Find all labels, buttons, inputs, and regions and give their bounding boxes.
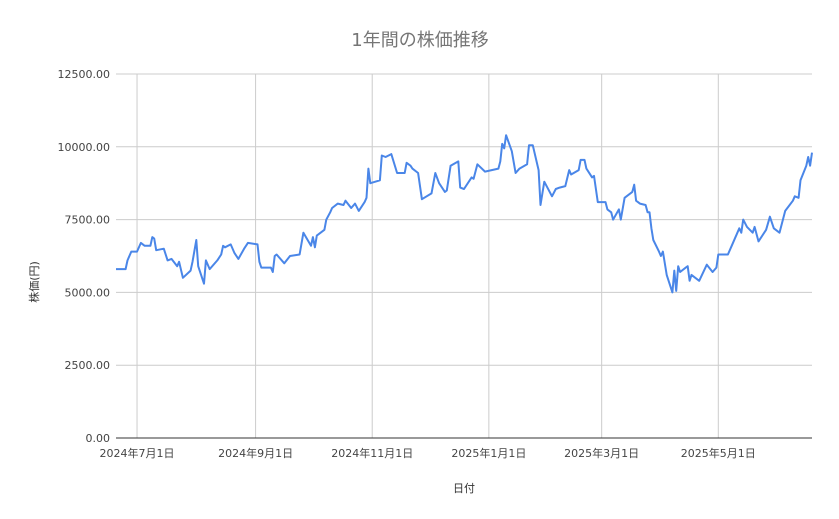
y-axis-ticks: 0.00 2500.00 5000.00 7500.00 10000.00 12500.0… (58, 68, 111, 445)
gridlines (116, 73, 812, 438)
series-line (116, 134, 813, 294)
x-tick-label: 2024年7月1日 (100, 446, 175, 460)
y-tick-label: 7500.00 (65, 214, 111, 227)
x-axis-label: 日付 (453, 482, 475, 495)
x-tick-label: 2025年3月1日 (564, 446, 639, 460)
chart-title: 1年間の株価推移 (351, 30, 488, 51)
y-tick-label: 2500.00 (65, 359, 111, 372)
x-axis-ticks: 2024年7月1日 2024年9月1日 2024年11月1日 2025年1月1日 202… (100, 446, 756, 460)
y-tick-label: 10000.00 (58, 141, 111, 154)
y-tick-label: 5000.00 (65, 286, 111, 299)
x-tick-label: 2025年1月1日 (451, 446, 526, 460)
y-axis-label: 株価(円) (27, 261, 41, 303)
x-tick-label: 2025年5月1日 (681, 446, 756, 460)
x-tick-label: 2024年11月1日 (331, 446, 413, 460)
x-tick-label: 2024年9月1日 (218, 446, 293, 460)
y-tick-label: 12500.00 (58, 68, 111, 81)
y-tick-label: 0.00 (86, 432, 111, 445)
